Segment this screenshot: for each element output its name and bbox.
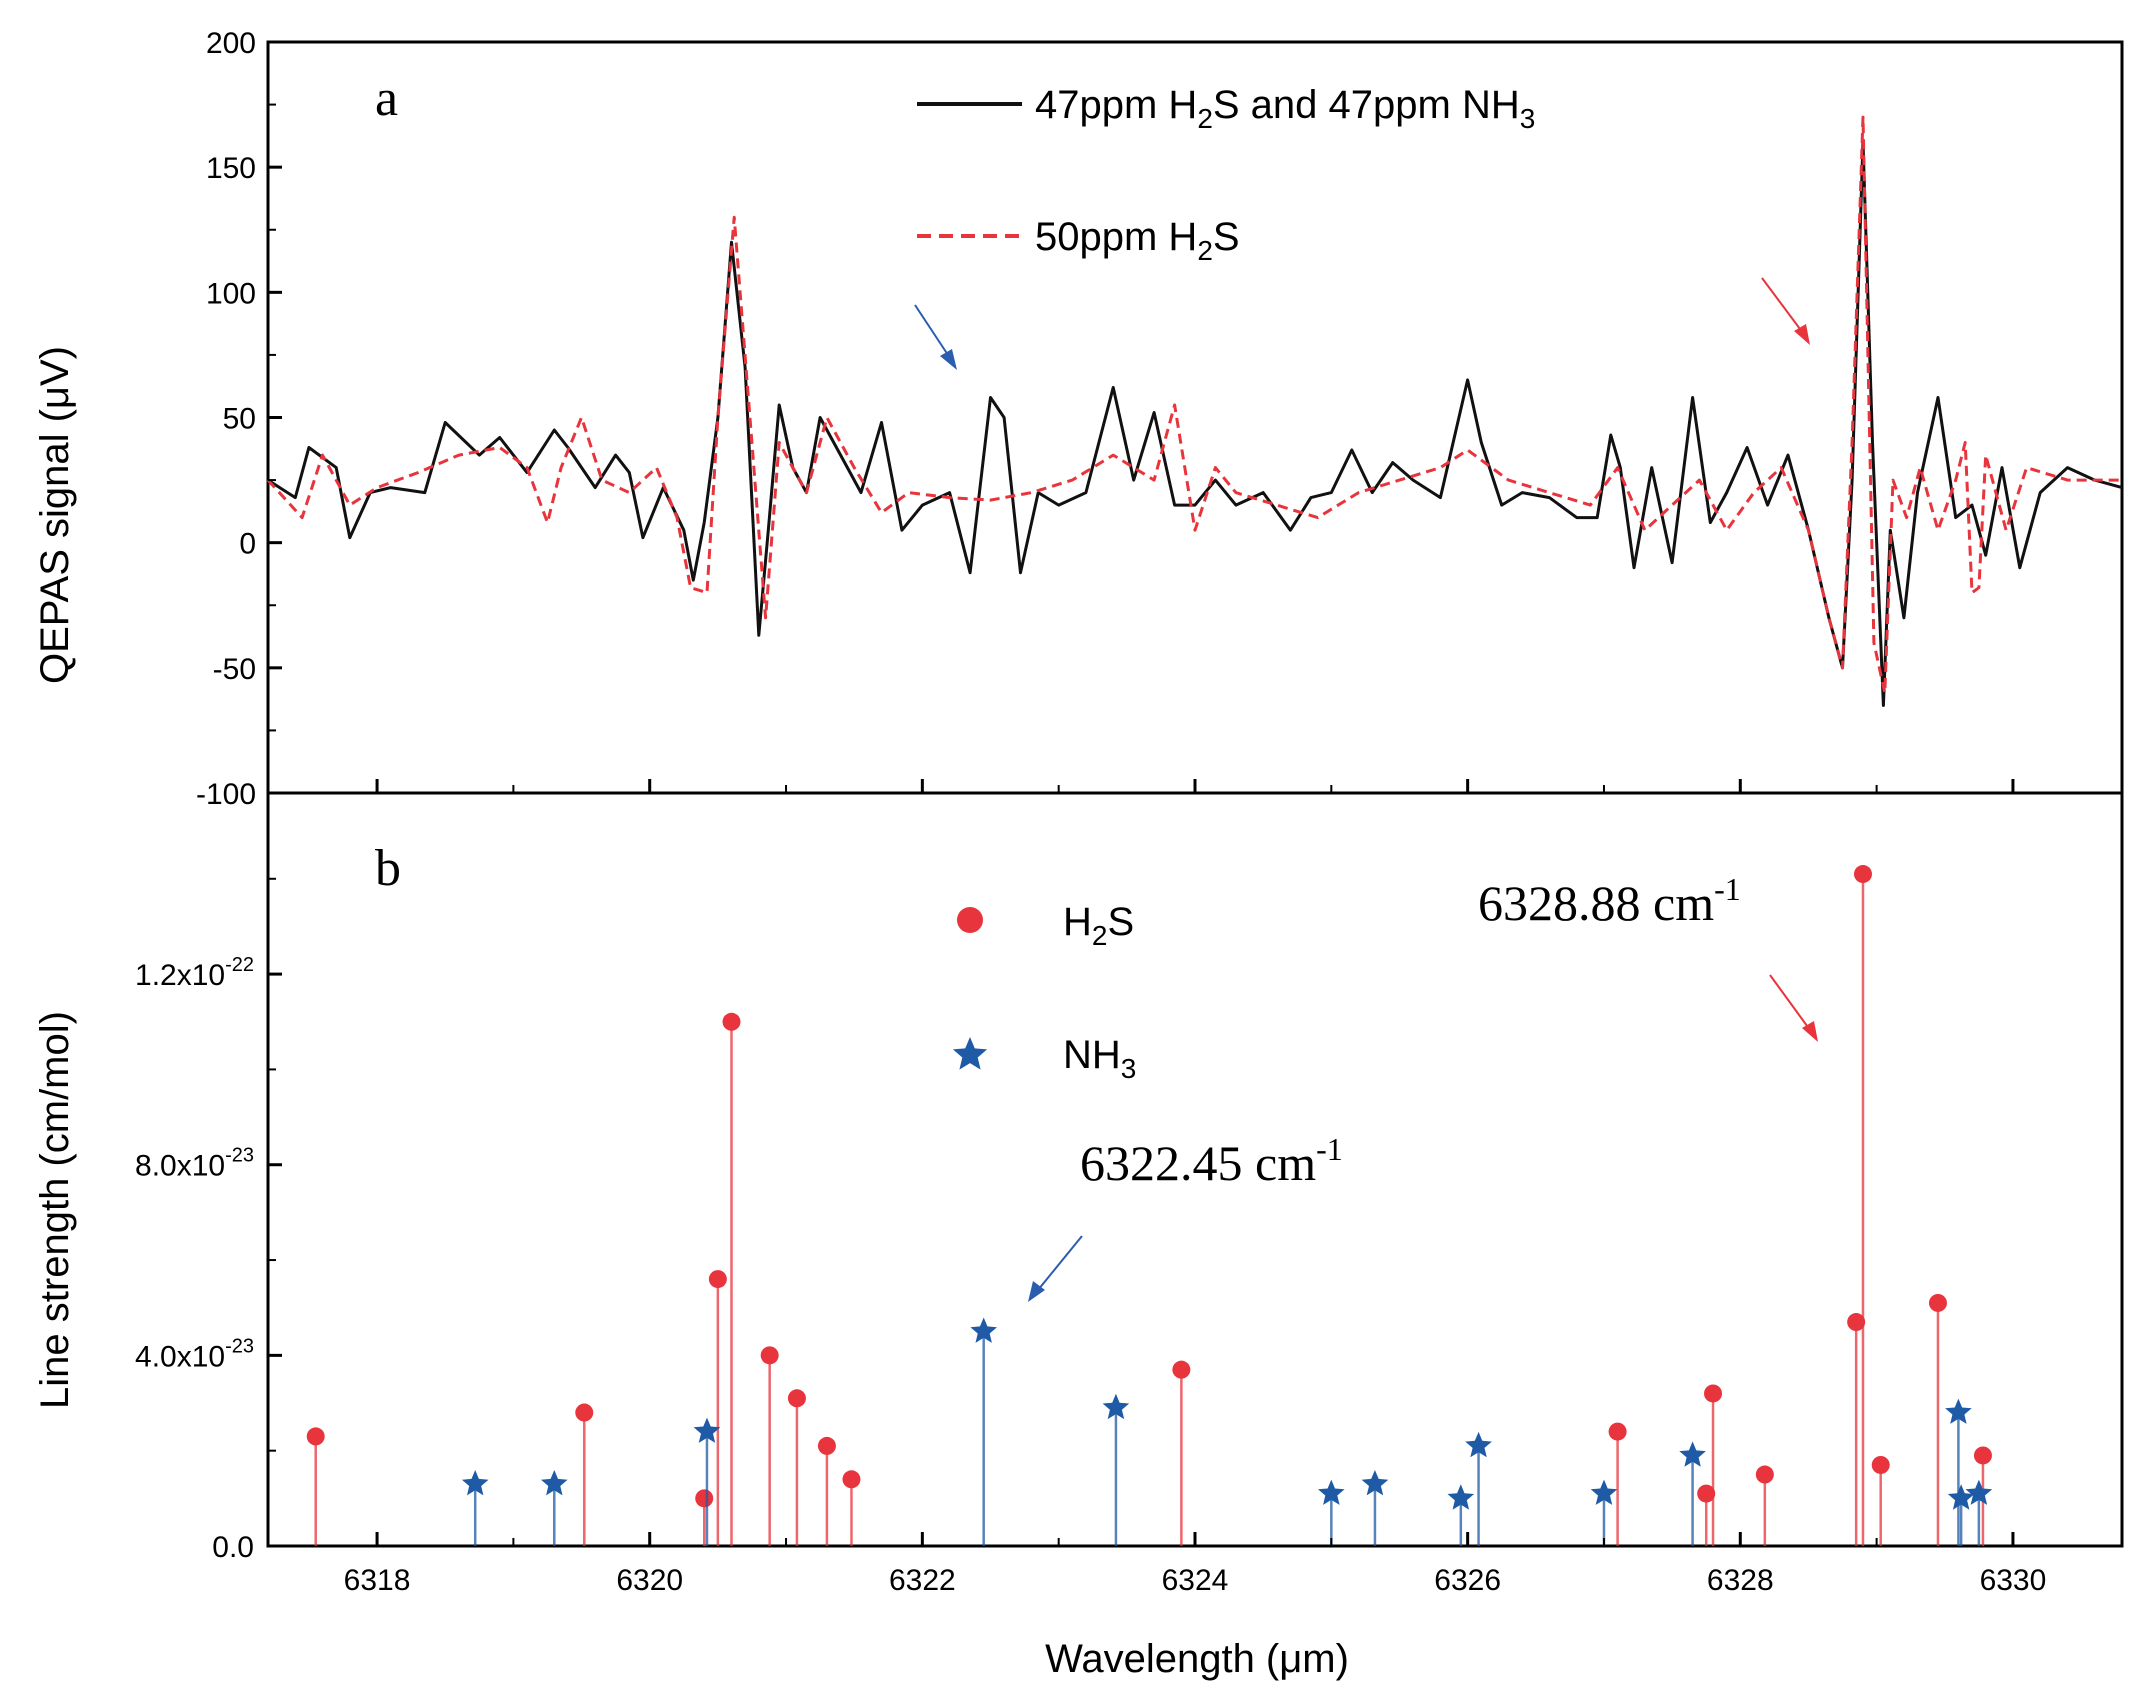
y-tick-label-top: 150: [206, 152, 256, 185]
h2s-point: [1755, 1465, 1774, 1484]
h2s-point: [722, 1012, 741, 1031]
h2s-point: [1928, 1293, 1947, 1312]
h2s-point: [1871, 1455, 1890, 1474]
y-tick-label-top: 0: [239, 528, 256, 561]
y-axis-title-top: QEPAS signal (μV): [33, 346, 77, 684]
x-tick-label: 6326: [1434, 1564, 1501, 1597]
nh3-point: [1590, 1479, 1618, 1505]
nh3-point: [970, 1317, 997, 1343]
y-tick-label-top: -100: [196, 778, 256, 811]
nh3-point: [1965, 1479, 1993, 1505]
h2s-point: [306, 1427, 325, 1446]
nh3-point: [1947, 1484, 1975, 1510]
annotation-arrows: [914, 277, 1818, 1302]
arrow-blue-top: [914, 304, 951, 359]
annotation-6328-label: 6328.88 cm-1: [1478, 871, 1741, 931]
mixture-signal-line: [267, 140, 2123, 707]
h2s-point: [760, 1346, 779, 1365]
annotation-6322-label: 6322.45 cm-1: [1080, 1131, 1343, 1191]
legend-a-h2s-label: 50ppm H2S: [1035, 215, 1240, 266]
h2s-point: [1973, 1446, 1992, 1465]
h2s-point: [1608, 1422, 1627, 1441]
h2s-point: [787, 1389, 806, 1408]
nh3-point: [1465, 1431, 1492, 1458]
legend-b-nh3-label: NH3: [1063, 1033, 1136, 1084]
arrow-red-bottom-head: [1802, 1021, 1818, 1042]
nh3-point: [1361, 1470, 1389, 1496]
panel-a-border: [266, 40, 2124, 795]
nh3-point: [541, 1470, 568, 1496]
y-tick-label-top: -50: [213, 653, 256, 686]
h2s-point: [817, 1436, 836, 1455]
x-tick-label: 6320: [616, 1564, 683, 1597]
h2s-signal-line: [266, 115, 2122, 695]
x-tick-label: 6330: [1980, 1564, 2047, 1597]
legend-b-h2s-label: H2S: [1063, 900, 1134, 951]
arrow-red-top: [1761, 277, 1804, 334]
arrow-red-top-head: [1794, 324, 1810, 345]
arrow-blue-bottom: [1037, 1235, 1083, 1291]
y-tick-label-bottom: 1.2x10-22: [135, 954, 254, 992]
legend-b: H2S NH3: [952, 900, 1136, 1084]
arrow-red-bottom: [1769, 974, 1811, 1031]
nh3-point: [461, 1470, 489, 1496]
h2s-point: [1172, 1360, 1191, 1379]
legend-b-nh3-marker: [952, 1037, 988, 1070]
panel-label-b: b: [375, 840, 401, 897]
y-tick-label-top: 50: [223, 403, 256, 436]
nh3-point: [1318, 1479, 1345, 1505]
h2s-point: [1704, 1384, 1723, 1403]
panel-label-a: a: [375, 70, 398, 127]
y-tick-label-bottom: 0.0: [212, 1531, 254, 1564]
h2s-point: [842, 1470, 861, 1489]
y-tick-label-bottom: 4.0x10-23: [135, 1335, 254, 1373]
h2s-point: [575, 1403, 594, 1422]
h2s-point: [708, 1270, 727, 1289]
legend-a-mixture-label: 47ppm H2S and 47ppm NH3: [1035, 83, 1535, 134]
y-tick-label-bottom: 8.0x10-23: [135, 1145, 254, 1183]
arrow-blue-top-head: [940, 349, 957, 370]
panel-a-series: [266, 115, 2123, 707]
panel-a-frame: [266, 40, 2124, 795]
x-tick-label: 6322: [889, 1564, 956, 1597]
legend-a: 47ppm H2S and 47ppm NH3 50ppm H2S: [917, 83, 1535, 266]
axis-ticks: 200 150 100 50 0 -50 -100 6318 6320 6322 6324 6326 6…: [135, 27, 2047, 1597]
x-tick-label: 6324: [1162, 1564, 1229, 1597]
y-tick-label-top: 200: [206, 27, 256, 60]
x-axis-title: Wavelength (μm): [1045, 1637, 1349, 1681]
nh3-point: [1102, 1393, 1130, 1420]
nh3-point: [693, 1417, 721, 1443]
x-tick-label: 6318: [344, 1564, 411, 1597]
y-tick-label-top: 100: [206, 277, 256, 310]
nh3-point: [1945, 1398, 1972, 1424]
nh3-point: [1679, 1441, 1706, 1467]
x-tick-label: 6328: [1707, 1564, 1774, 1597]
arrow-blue-bottom-head: [1028, 1281, 1045, 1302]
panel-b-stems: [306, 865, 1993, 1546]
nh3-point: [1447, 1484, 1475, 1510]
h2s-point: [1697, 1484, 1716, 1503]
y-axis-title-bottom: Line strength (cm/mol): [33, 1011, 77, 1409]
h2s-point: [695, 1489, 714, 1508]
legend-b-h2s-marker: [957, 907, 983, 933]
h2s-point: [1847, 1313, 1866, 1332]
h2s-point: [1853, 865, 1872, 884]
